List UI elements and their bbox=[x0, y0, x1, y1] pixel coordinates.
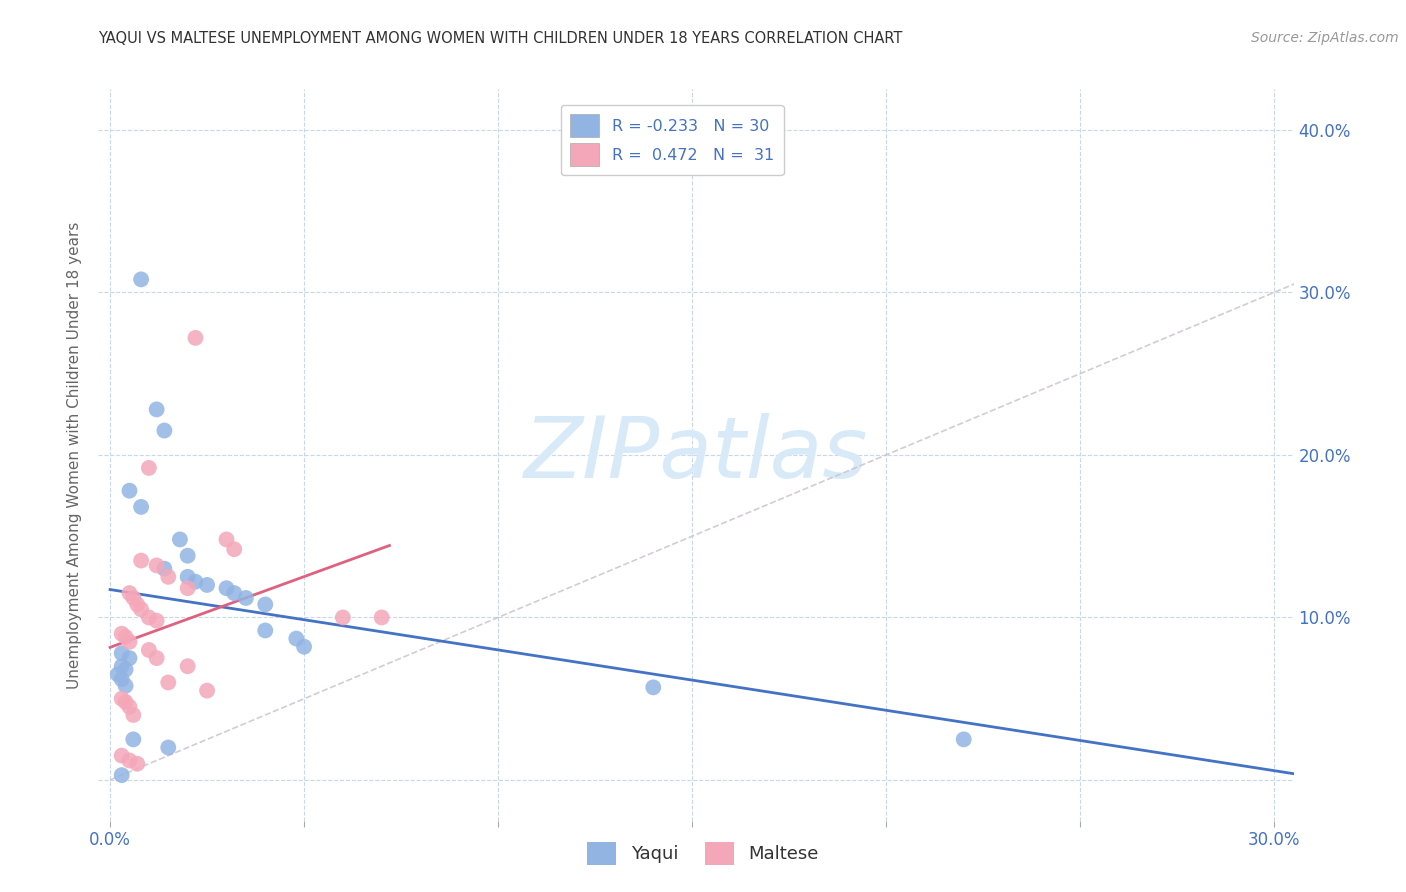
Point bbox=[122, 591, 145, 605]
Point bbox=[153, 562, 176, 576]
Point bbox=[118, 483, 141, 498]
Point bbox=[122, 708, 145, 723]
Point bbox=[184, 574, 207, 589]
Point bbox=[138, 461, 160, 475]
Point bbox=[285, 632, 308, 646]
Point bbox=[138, 643, 160, 657]
Point bbox=[224, 586, 246, 600]
Point bbox=[145, 402, 167, 417]
Y-axis label: Unemployment Among Women with Children Under 18 years: Unemployment Among Women with Children U… bbox=[67, 221, 83, 689]
Point bbox=[111, 646, 134, 660]
Point bbox=[332, 610, 354, 624]
Point bbox=[643, 681, 665, 695]
Point bbox=[111, 659, 134, 673]
Point bbox=[224, 542, 246, 557]
Point bbox=[176, 570, 198, 584]
Text: YAQUI VS MALTESE UNEMPLOYMENT AMONG WOMEN WITH CHILDREN UNDER 18 YEARS CORRELATI: YAQUI VS MALTESE UNEMPLOYMENT AMONG WOME… bbox=[98, 31, 903, 46]
Point bbox=[195, 683, 218, 698]
Point bbox=[107, 667, 129, 681]
Legend: R = -0.233   N = 30, R =  0.472   N =  31: R = -0.233 N = 30, R = 0.472 N = 31 bbox=[561, 104, 783, 175]
Point bbox=[195, 578, 218, 592]
Point bbox=[118, 754, 141, 768]
Point bbox=[292, 640, 315, 654]
Point bbox=[111, 691, 134, 706]
Point bbox=[111, 626, 134, 640]
Point bbox=[114, 630, 136, 644]
Point bbox=[184, 331, 207, 345]
Point bbox=[118, 635, 141, 649]
Point bbox=[370, 610, 392, 624]
Point bbox=[145, 558, 167, 573]
Legend: Yaqui, Maltese: Yaqui, Maltese bbox=[578, 833, 828, 874]
Point bbox=[118, 651, 141, 665]
Point bbox=[118, 586, 141, 600]
Point bbox=[114, 695, 136, 709]
Point bbox=[114, 663, 136, 677]
Text: Source: ZipAtlas.com: Source: ZipAtlas.com bbox=[1251, 31, 1399, 45]
Text: ZIPatlas: ZIPatlas bbox=[524, 413, 868, 497]
Point bbox=[145, 614, 167, 628]
Point bbox=[176, 581, 198, 595]
Point bbox=[169, 533, 191, 547]
Point bbox=[157, 570, 180, 584]
Point bbox=[129, 602, 152, 616]
Point bbox=[111, 768, 134, 782]
Point bbox=[952, 732, 974, 747]
Point bbox=[114, 679, 136, 693]
Point bbox=[235, 591, 257, 605]
Point bbox=[176, 659, 198, 673]
Point bbox=[111, 748, 134, 763]
Point bbox=[111, 672, 134, 686]
Point bbox=[127, 598, 149, 612]
Point bbox=[145, 651, 167, 665]
Point bbox=[157, 740, 180, 755]
Point bbox=[157, 675, 180, 690]
Point bbox=[129, 272, 152, 286]
Point bbox=[153, 424, 176, 438]
Point bbox=[138, 610, 160, 624]
Point bbox=[215, 533, 238, 547]
Point bbox=[127, 756, 149, 771]
Point bbox=[254, 598, 277, 612]
Point bbox=[122, 732, 145, 747]
Point bbox=[118, 699, 141, 714]
Point bbox=[254, 624, 277, 638]
Point bbox=[215, 581, 238, 595]
Point bbox=[129, 500, 152, 514]
Point bbox=[129, 553, 152, 567]
Point bbox=[176, 549, 198, 563]
